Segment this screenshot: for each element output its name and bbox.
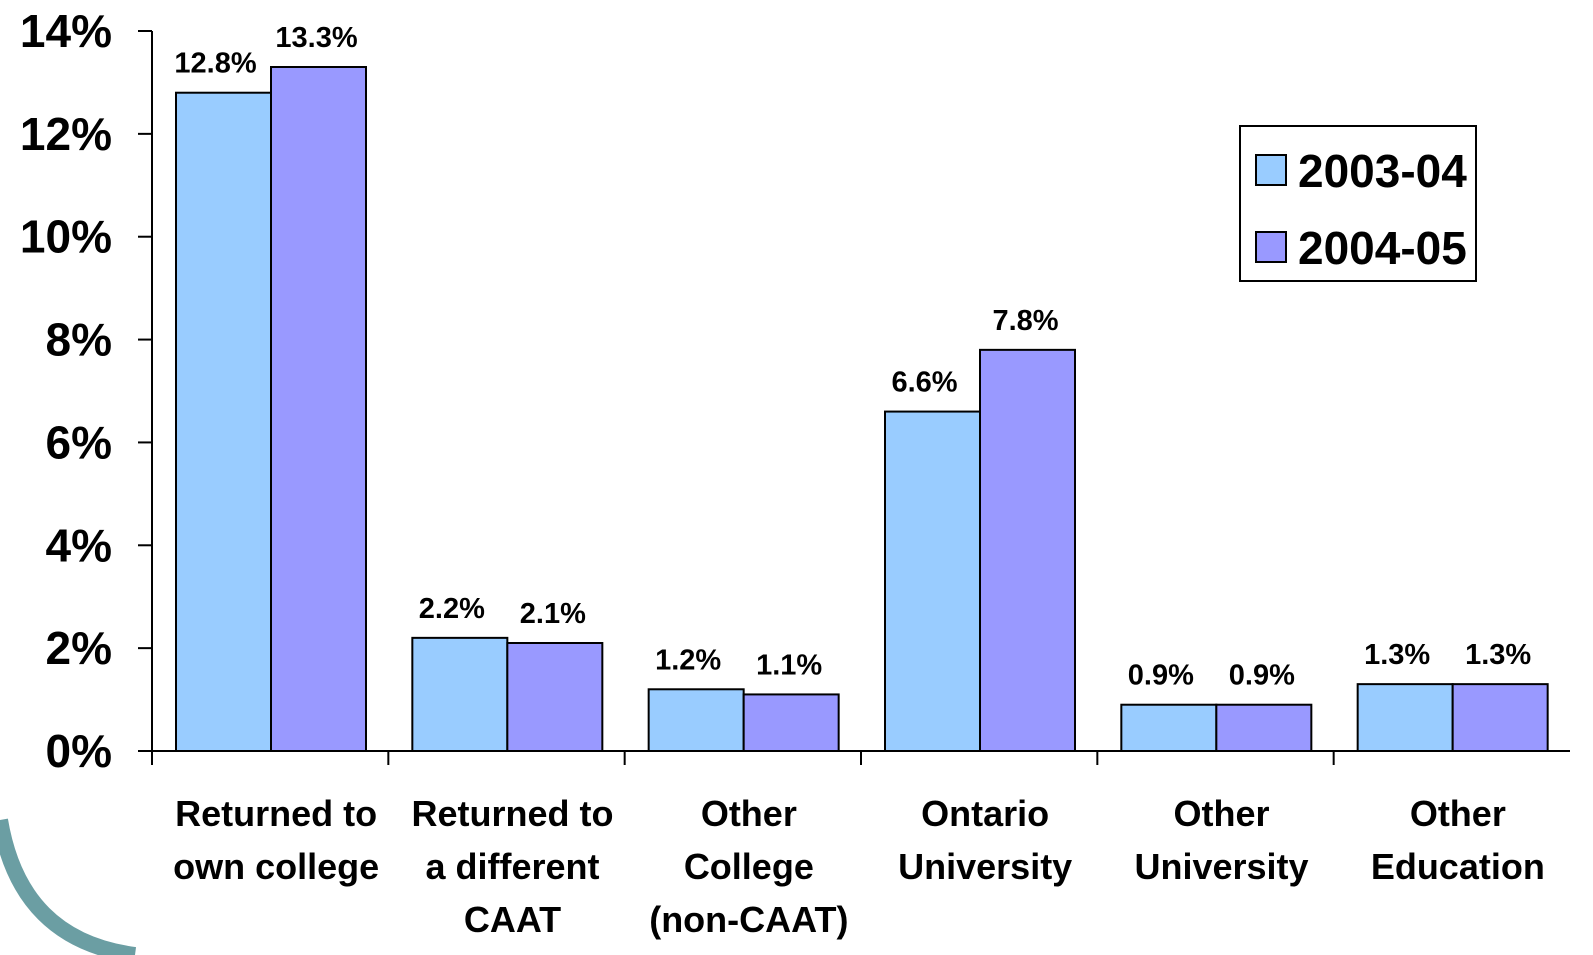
legend-swatch [1255,231,1287,263]
data-label: 1.3% [1465,639,1531,671]
bar-2003-04-2 [647,688,745,752]
data-label: 2.2% [419,593,485,625]
y-tick-label: 14% [20,5,112,57]
y-tick-label: 2% [46,622,112,674]
data-label: 1.2% [655,644,721,676]
x-category-label-line: University [1134,846,1308,887]
bar-2004-05-5 [1451,683,1549,753]
data-label: 7.8% [992,305,1058,337]
data-label: 6.6% [891,367,957,399]
x-category-label-line: Other [701,793,797,834]
legend-swatch [1255,154,1287,186]
bar-2003-04-5 [1356,683,1454,753]
x-category-label-line: CAAT [464,899,561,940]
x-category-label: Other University [1134,793,1308,887]
data-label: 1.3% [1364,639,1430,671]
x-category-label: Other Education [1371,793,1545,887]
labels-layer: 12.8% 13.3% 2.2% 2.1% 1.2% 1.1% 6.6% 7.8% 0.9% 0.… [20,5,1545,940]
y-tick-label: 8% [46,314,112,366]
bars-layer [175,66,1549,753]
axes-layer [138,30,1570,765]
data-label: 0.9% [1128,660,1194,692]
bar-2003-04-1 [411,636,509,752]
bar-2003-04-3 [884,410,981,752]
y-tick-label: 6% [46,416,112,468]
data-label: 2.1% [520,598,586,630]
x-category-label-line: Ontario [921,793,1049,834]
x-category-label: Returned to own college [173,793,379,887]
bar-2003-04-4 [1120,703,1218,753]
data-label: 1.1% [756,649,822,681]
x-category-label: Other College (non-CAAT) [649,793,848,940]
x-category-label: Returned to a different CAAT [412,793,614,940]
x-category-label-line: own college [173,846,379,887]
bar-2004-05-0 [270,66,367,752]
y-tick-label: 12% [20,108,112,160]
x-category-label: Ontario University [898,793,1072,887]
x-category-label-line: Education [1371,846,1545,887]
x-category-label-line: College [684,846,814,887]
bar-2004-05-3 [979,348,1076,752]
bar-2003-04-0 [175,91,272,752]
legend-entry-label: 2004-05 [1298,222,1467,274]
y-tick-label: 4% [46,519,112,571]
decorative-corner-arc [0,818,137,955]
bar-2004-05-2 [742,693,840,753]
data-label: 12.8% [174,48,256,80]
bar-2004-05-4 [1215,703,1313,753]
data-label: 13.3% [275,22,357,54]
legend: 2003-04 2004-05 [1239,125,1477,282]
x-category-label-line: Returned to [412,793,614,834]
x-category-label-line: University [898,846,1072,887]
x-category-label-line: Other [1173,793,1269,834]
x-category-label-line: (non-CAAT) [649,899,848,940]
y-tick-label: 0% [46,725,112,777]
x-category-label-line: Returned to [175,793,377,834]
x-category-label-line: Other [1410,793,1506,834]
y-tick-label: 10% [20,211,112,263]
bar-2004-05-1 [506,642,604,752]
data-label: 0.9% [1229,660,1295,692]
x-category-label-line: a different [425,846,599,887]
legend-entry-label: 2003-04 [1298,145,1467,197]
